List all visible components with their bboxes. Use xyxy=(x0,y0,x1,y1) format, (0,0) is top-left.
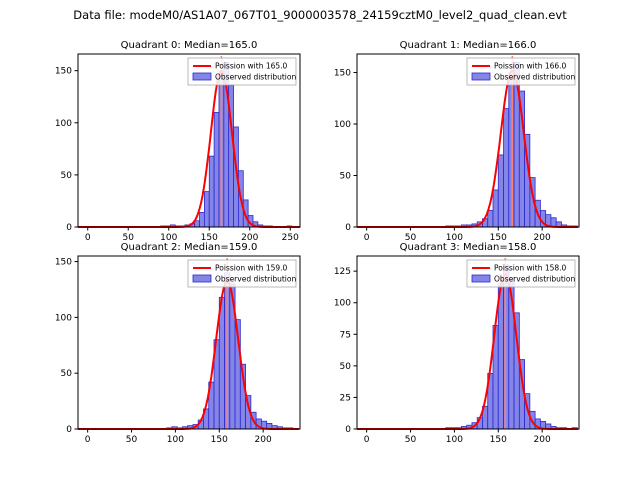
x-tick-label: 150 xyxy=(211,435,228,445)
legend-box xyxy=(187,57,297,86)
y-tick-label: 25 xyxy=(340,393,351,403)
legend-hist-sample xyxy=(471,72,491,81)
x-tick-label: 250 xyxy=(282,233,299,243)
quadrant-2-plot: Quadrant 2: Median=159.0 0 50 100 150 200 0 50 1… xyxy=(55,242,301,445)
poisson-curve xyxy=(78,279,300,430)
axes-box xyxy=(356,53,580,228)
y-tick-label: 100 xyxy=(334,120,351,130)
y-tick-label: 0 xyxy=(66,223,72,233)
histogram-bar xyxy=(508,72,515,228)
x-tick-label: 200 xyxy=(255,435,272,445)
figure-title: Data file: modeM0/AS1A07_067T01_90000035… xyxy=(73,8,567,22)
histogram-bar xyxy=(199,212,205,228)
x-tick-label: 50 xyxy=(126,435,138,445)
x-tick-label: 150 xyxy=(201,233,218,243)
histogram-bar xyxy=(497,154,504,228)
legend-hist-sample xyxy=(192,274,212,283)
histogram-bar xyxy=(203,191,210,228)
x-tick-label: 50 xyxy=(123,233,135,243)
poisson-curve xyxy=(357,273,579,430)
legend-curve-label: Poission with 158.0 xyxy=(494,264,567,273)
quadrant-1-plot: Quadrant 1: Median=166.0 0 50 100 150 200 0 50 1… xyxy=(334,40,580,243)
y-tick-label: 0 xyxy=(66,425,72,435)
legend-hist-label: Observed distribution xyxy=(215,73,296,82)
x-tick-label: 100 xyxy=(160,233,177,243)
histogram-bar xyxy=(492,189,499,228)
x-tick-label: 50 xyxy=(405,435,417,445)
y-tick-label: 100 xyxy=(55,119,72,129)
axes-box xyxy=(77,53,301,228)
quadrant-0-plot: Quadrant 0: Median=165.0 0 50 100 150 200 250 0… xyxy=(55,40,301,243)
legend-box xyxy=(187,259,297,288)
y-tick-label: 75 xyxy=(340,330,351,340)
histogram-bar xyxy=(487,210,494,228)
y-tick-label: 0 xyxy=(345,425,351,435)
y-tick-label: 50 xyxy=(340,362,352,372)
histogram-bar xyxy=(208,155,215,228)
y-tick-label: 50 xyxy=(61,369,73,379)
y-tick-label: 50 xyxy=(61,171,73,181)
x-tick-label: 0 xyxy=(85,233,91,243)
subplot-title: Quadrant 3: Median=158.0 xyxy=(400,242,537,253)
x-tick-label: 200 xyxy=(534,435,551,445)
legend-hist-label: Observed distribution xyxy=(494,275,575,284)
legend-curve-label: Poission with 166.0 xyxy=(494,62,567,71)
quadrant-3-plot: Quadrant 3: Median=158.0 0 50 100 150 200 0 25 5… xyxy=(334,242,580,445)
histogram-bar xyxy=(503,108,510,228)
x-tick-label: 150 xyxy=(490,233,507,243)
poisson-curve xyxy=(357,69,579,228)
x-tick-label: 0 xyxy=(85,435,91,445)
y-tick-label: 125 xyxy=(334,267,351,277)
y-tick-label: 50 xyxy=(340,172,352,182)
histogram-bar xyxy=(503,264,510,430)
y-tick-label: 150 xyxy=(55,67,72,77)
y-tick-label: 150 xyxy=(334,69,351,79)
legend-hist-sample xyxy=(471,274,491,283)
y-tick-label: 100 xyxy=(55,313,72,323)
legend-box xyxy=(466,57,576,86)
histogram-bar xyxy=(213,111,220,228)
subplot-title: Quadrant 0: Median=165.0 xyxy=(121,40,258,51)
subplot-title: Quadrant 1: Median=166.0 xyxy=(400,40,537,51)
histogram-bar xyxy=(194,220,200,228)
x-tick-label: 50 xyxy=(405,233,417,243)
y-tick-label: 100 xyxy=(334,299,351,309)
subplot-title: Quadrant 2: Median=159.0 xyxy=(121,242,258,253)
x-tick-label: 0 xyxy=(364,435,370,445)
histogram-bar xyxy=(218,296,225,430)
legend-box xyxy=(466,259,576,288)
legend-curve-label: Poission with 165.0 xyxy=(215,62,288,71)
legend-hist-sample xyxy=(192,72,212,81)
y-tick-label: 150 xyxy=(55,258,72,268)
poisson-curve xyxy=(78,70,300,228)
axes-box xyxy=(77,255,301,430)
x-tick-label: 150 xyxy=(490,435,507,445)
x-tick-label: 200 xyxy=(241,233,258,243)
x-tick-label: 100 xyxy=(446,435,463,445)
x-tick-label: 200 xyxy=(534,233,551,243)
axes-box xyxy=(356,255,580,430)
y-tick-label: 0 xyxy=(345,223,351,233)
histogram-bar xyxy=(497,283,504,430)
legend-hist-label: Observed distribution xyxy=(215,275,296,284)
x-tick-label: 0 xyxy=(364,233,370,243)
legend-curve-label: Poission with 159.0 xyxy=(215,264,288,273)
x-tick-label: 100 xyxy=(446,233,463,243)
x-tick-label: 100 xyxy=(167,435,184,445)
legend-hist-label: Observed distribution xyxy=(494,73,575,82)
